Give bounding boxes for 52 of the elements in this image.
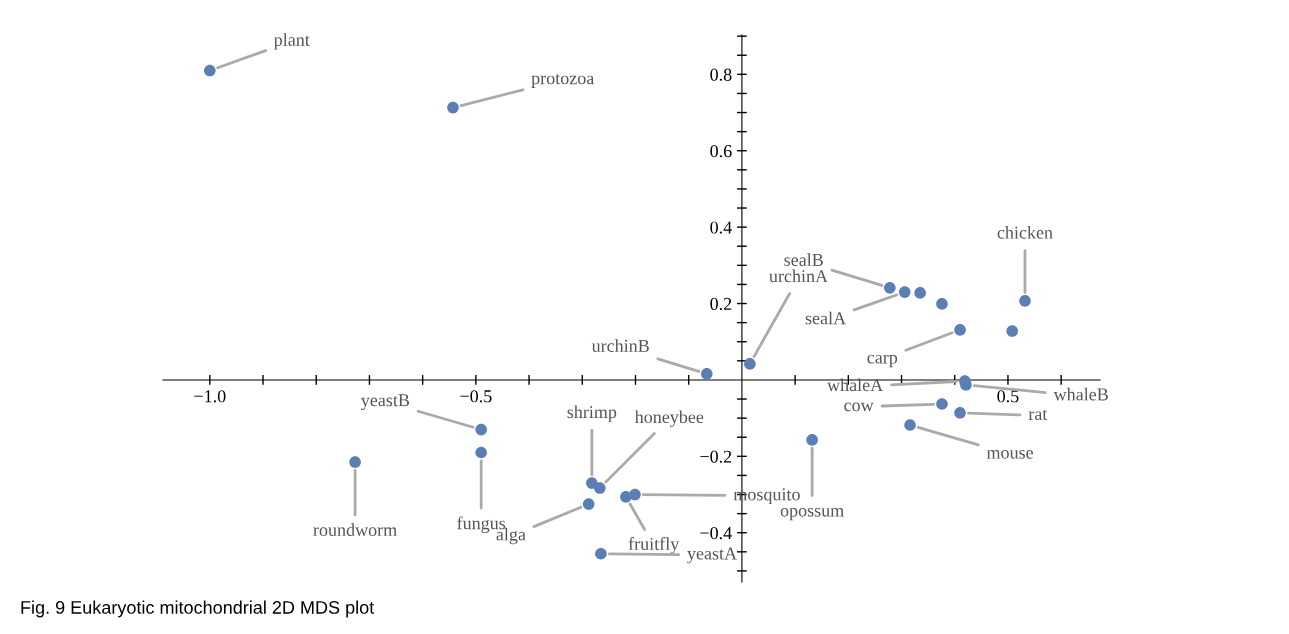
y-tick-label: 0.6: [710, 145, 732, 158]
annotation: urchinB: [591, 339, 649, 352]
point: [475, 446, 487, 459]
y-tick-label: 0.2: [710, 297, 732, 311]
point: [954, 324, 966, 336]
annotation: rat: [1028, 409, 1048, 421]
point: [898, 286, 911, 298]
point: [447, 101, 459, 114]
point: [914, 287, 926, 299]
point: [700, 368, 713, 380]
point: [744, 358, 756, 370]
point: [582, 498, 595, 510]
annotation: opossum: [780, 507, 844, 521]
y-tick-label: −0.2: [700, 450, 732, 463]
x-tick-label: −1.0: [194, 390, 226, 403]
point: [475, 423, 487, 436]
annotation: sealA: [805, 311, 846, 325]
annotation: cow: [844, 402, 874, 412]
annotation: yeastB: [361, 394, 410, 410]
annotation: roundworm: [313, 523, 397, 537]
point: [594, 482, 606, 494]
y-tick-label: −0.4: [700, 526, 732, 540]
annotation: yeastA: [687, 547, 737, 564]
annotation: mouse: [986, 450, 1033, 459]
annotation: whaleB: [1053, 387, 1108, 401]
annotation: carp: [867, 354, 898, 368]
annotation: whaleA: [827, 378, 884, 392]
x-tick-label: 0.5: [997, 390, 1019, 403]
point: [1006, 325, 1019, 337]
point: [806, 434, 818, 446]
annotation: sealB: [784, 253, 823, 266]
point: [349, 456, 361, 468]
point: [1019, 295, 1031, 307]
point: [629, 488, 641, 501]
point: [936, 398, 948, 410]
point: [595, 547, 607, 560]
annotation: shrimp: [567, 405, 617, 422]
point: [884, 282, 896, 294]
annotation: plant: [274, 33, 310, 50]
y-tick-label: 0.8: [710, 68, 732, 81]
caption: Fig. 9 Eukaryotic mitochondrial 2D MDS plot: [21, 600, 375, 618]
annotation: fruitfly: [628, 537, 680, 554]
point: [936, 298, 948, 310]
x-tick-label: −0.5: [460, 390, 492, 403]
annotation: protozoa: [531, 73, 595, 88]
annotation: urchinA: [769, 269, 828, 283]
point: [954, 406, 966, 419]
annotation: chicken: [997, 226, 1053, 239]
annotation: honeybee: [634, 410, 704, 427]
point: [204, 64, 216, 77]
y-tick-label: 0.4: [710, 221, 732, 234]
point: [904, 419, 916, 431]
